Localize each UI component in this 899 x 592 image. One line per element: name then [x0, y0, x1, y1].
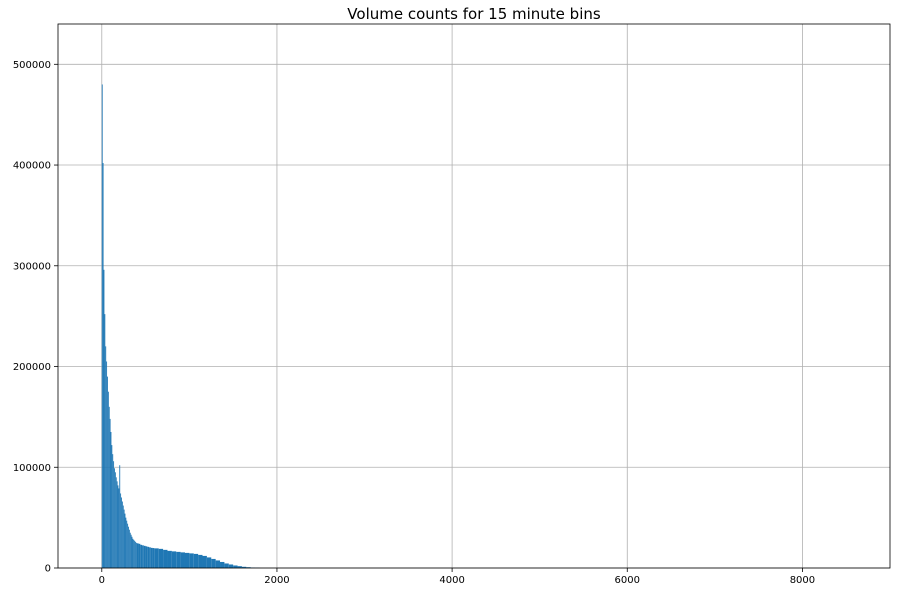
x-tick-label: 8000: [790, 575, 815, 586]
histogram-bar: [189, 553, 194, 568]
histogram-bar: [138, 543, 141, 568]
histogram-bar: [134, 540, 136, 568]
histogram-bar: [125, 517, 127, 568]
histogram-bar: [145, 546, 148, 568]
histogram-bar: [224, 563, 229, 568]
x-tick-label: 6000: [615, 575, 640, 586]
y-axis-ticks: 0 100000 200000 300000 400000 500000: [13, 60, 58, 575]
histogram-bar: [143, 545, 146, 568]
histogram-bar: [103, 269, 105, 568]
histogram-bar: [109, 418, 111, 568]
histogram-bar: [130, 534, 132, 568]
y-tick-label: 300000: [13, 261, 51, 272]
histogram-bar: [184, 552, 190, 568]
histogram-bar: [114, 468, 115, 568]
histogram-bar: [237, 566, 242, 568]
histogram-bar: [119, 465, 121, 568]
histogram-bar: [102, 163, 104, 568]
histogram-bar: [180, 552, 185, 568]
histogram-bar: [122, 505, 124, 568]
histogram-bar: [154, 548, 159, 568]
histogram-bar: [135, 542, 137, 568]
histogram-bar: [202, 555, 207, 568]
y-tick-label: 100000: [13, 463, 51, 474]
histogram-bar: [136, 543, 139, 568]
y-tick-label: 500000: [13, 60, 51, 71]
histogram-bar: [101, 84, 103, 568]
histogram-bar: [110, 432, 112, 568]
histogram-bar: [211, 558, 216, 568]
histogram-bar: [121, 501, 123, 568]
histogram-bar: [215, 560, 221, 568]
y-tick-label: 200000: [13, 362, 51, 373]
histogram-bar: [152, 548, 155, 568]
x-axis-ticks: 0 2000 4000 6000 8000: [99, 568, 815, 586]
histogram-bar: [193, 553, 199, 568]
histogram-bar: [118, 488, 120, 568]
histogram-bar: [206, 557, 212, 568]
histogram-bar: [171, 551, 177, 568]
chart-title: Volume counts for 15 minute bins: [347, 5, 601, 23]
histogram-bar: [107, 376, 108, 568]
histogram-bar: [105, 346, 107, 568]
histogram-bar: [246, 567, 251, 568]
histogram-bar: [128, 526, 129, 568]
histogram-bar: [114, 472, 116, 568]
histogram-bar: [127, 523, 129, 568]
histogram-bar: [147, 546, 150, 568]
histogram-bar: [106, 361, 108, 568]
x-tick-label: 2000: [264, 575, 289, 586]
histogram-bar: [115, 477, 117, 568]
histogram-bar: [163, 549, 168, 568]
histogram-bar: [111, 445, 113, 568]
axes-frame: [57, 23, 891, 569]
x-tick-label: 4000: [439, 575, 464, 586]
histogram-bar: [241, 566, 247, 568]
histogram-bar: [176, 551, 181, 568]
histogram-bar: [133, 539, 135, 568]
histogram-bar: [132, 538, 134, 568]
histogram-bar: [113, 461, 115, 568]
histogram-bar: [135, 541, 136, 568]
histogram-bar: [121, 497, 122, 568]
histogram-bar: [107, 391, 109, 568]
histogram-bar: [124, 513, 126, 568]
y-tick-label: 0: [45, 564, 51, 575]
y-tick-label: 400000: [13, 161, 51, 172]
histogram-bar: [233, 565, 238, 568]
histogram-bar: [108, 406, 110, 568]
histogram-bar: [131, 536, 133, 568]
histogram-bar: [112, 454, 114, 568]
histogram-bar: [140, 544, 143, 568]
histogram-bar: [123, 509, 125, 568]
histogram-bar: [116, 481, 118, 568]
histogram-bar: [150, 547, 153, 568]
histogram-bar: [128, 529, 130, 568]
histogram-bar: [126, 520, 128, 568]
histogram-bar: [104, 314, 106, 568]
histogram-bar: [220, 561, 225, 568]
histogram-bar: [142, 545, 144, 568]
histogram-bar: [149, 547, 151, 568]
histogram-bar: [228, 564, 234, 568]
histogram-bar: [198, 554, 203, 568]
histogram-bar: [158, 548, 164, 568]
x-tick-label: 0: [99, 575, 105, 586]
histogram-bars: [101, 84, 261, 568]
histogram-bar: [120, 493, 122, 568]
histogram-bar: [117, 485, 119, 568]
histogram-bar: [129, 532, 131, 568]
histogram-bar: [167, 550, 172, 568]
